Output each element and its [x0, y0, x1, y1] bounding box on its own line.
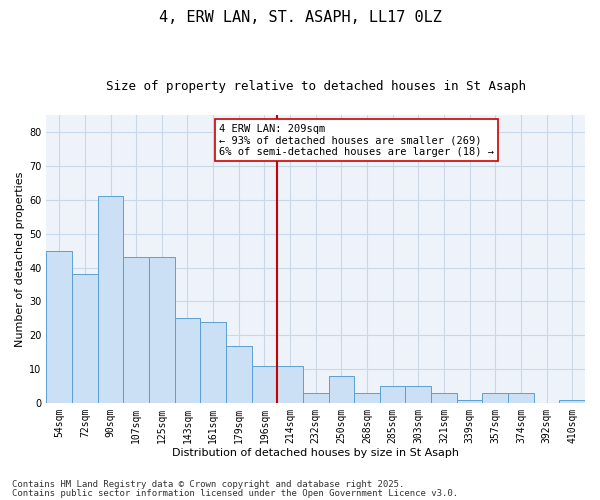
Bar [303, 393, 329, 403]
Bar [149, 258, 175, 403]
Bar [226, 346, 251, 403]
X-axis label: Distribution of detached houses by size in St Asaph: Distribution of detached houses by size … [172, 448, 459, 458]
Bar [431, 393, 457, 403]
Bar [251, 366, 277, 403]
Bar [380, 386, 406, 403]
Bar [559, 400, 585, 403]
Bar [329, 376, 354, 403]
Title: Size of property relative to detached houses in St Asaph: Size of property relative to detached ho… [106, 80, 526, 93]
Bar [124, 258, 149, 403]
Bar [175, 318, 200, 403]
Bar [406, 386, 431, 403]
Text: Contains public sector information licensed under the Open Government Licence v3: Contains public sector information licen… [12, 488, 458, 498]
Text: 4, ERW LAN, ST. ASAPH, LL17 0LZ: 4, ERW LAN, ST. ASAPH, LL17 0LZ [158, 10, 442, 25]
Y-axis label: Number of detached properties: Number of detached properties [15, 172, 25, 347]
Bar [72, 274, 98, 403]
Bar [354, 393, 380, 403]
Bar [457, 400, 482, 403]
Text: 4 ERW LAN: 209sqm
← 93% of detached houses are smaller (269)
6% of semi-detached: 4 ERW LAN: 209sqm ← 93% of detached hous… [219, 124, 494, 157]
Text: Contains HM Land Registry data © Crown copyright and database right 2025.: Contains HM Land Registry data © Crown c… [12, 480, 404, 489]
Bar [277, 366, 303, 403]
Bar [482, 393, 508, 403]
Bar [46, 250, 72, 403]
Bar [508, 393, 534, 403]
Bar [98, 196, 124, 403]
Bar [200, 322, 226, 403]
